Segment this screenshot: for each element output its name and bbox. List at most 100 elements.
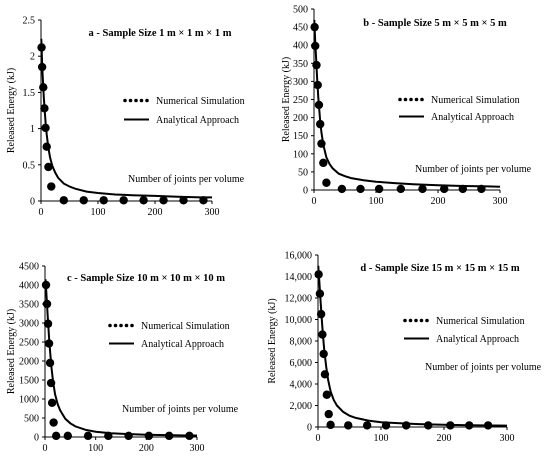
y-tick-label: 4000 bbox=[19, 281, 39, 292]
legend-label-numerical: Numerical Simulation bbox=[436, 316, 525, 327]
legend-marker-dots bbox=[139, 98, 144, 103]
legend: Numerical Simulation Analytical Approach bbox=[398, 95, 520, 123]
legend-marker-dots bbox=[123, 98, 127, 103]
y-tick-label: 200 bbox=[293, 113, 308, 124]
y-tick-label: 150 bbox=[293, 131, 308, 142]
data-point-numerical bbox=[41, 280, 51, 290]
data-point-numerical bbox=[483, 421, 493, 430]
data-point-numerical bbox=[139, 196, 148, 205]
data-point-numerical bbox=[37, 43, 46, 52]
legend-marker-dots bbox=[419, 318, 424, 323]
legend-label-analytical: Analytical Approach bbox=[431, 112, 514, 123]
data-point-numerical bbox=[319, 349, 328, 359]
legend-marker-dots bbox=[425, 318, 429, 323]
data-point-numerical bbox=[458, 184, 467, 194]
data-point-numerical bbox=[344, 421, 353, 430]
data-point-numerical bbox=[402, 421, 411, 430]
legend: Numerical Simulation Analytical Approach bbox=[403, 316, 525, 345]
data-point-numerical bbox=[45, 358, 55, 368]
legend-marker-dots bbox=[128, 98, 133, 103]
x-tick-label: 300 bbox=[190, 443, 205, 454]
chart-title: c - Sample Size 10 m × 10 m × 10 m bbox=[67, 273, 225, 284]
data-point-numerical bbox=[37, 62, 47, 72]
chart-panel-b: 0 50 100 150 200 250 300 350 400 450 500 0 100 200 300… bbox=[281, 5, 532, 208]
y-axis-label: Released Energy (kJ) bbox=[267, 298, 278, 383]
y-tick-label: 3500 bbox=[19, 300, 39, 311]
data-point-numerical bbox=[40, 104, 49, 113]
legend-marker-dots bbox=[130, 323, 134, 328]
data-point-numerical bbox=[46, 378, 56, 388]
data-point-numerical bbox=[44, 339, 54, 348]
y-tick-label: 2.5 bbox=[23, 16, 36, 27]
y-tick-label: 0 bbox=[34, 433, 39, 444]
data-point-numerical bbox=[43, 319, 53, 328]
y-tick-label: 300 bbox=[293, 77, 308, 88]
data-point-numerical bbox=[63, 431, 72, 441]
data-point-numerical bbox=[42, 299, 52, 309]
legend-marker-dots bbox=[414, 97, 419, 102]
legend-marker-dots bbox=[420, 97, 424, 102]
legend-marker-dots bbox=[398, 97, 402, 102]
legend: Numerical Simulation Analytical Approach bbox=[123, 96, 245, 126]
y-tick-label: 0 bbox=[303, 186, 308, 197]
data-point-numerical bbox=[337, 184, 347, 194]
x-tick-label: 300 bbox=[205, 207, 220, 218]
x-tick-label: 100 bbox=[88, 443, 103, 454]
y-tick-label: 1 bbox=[30, 124, 35, 135]
x-tick-label: 100 bbox=[374, 433, 389, 444]
y-tick-label: 1.5 bbox=[23, 88, 36, 99]
data-point-numerical bbox=[39, 83, 48, 92]
legend-label-analytical: Analytical Approach bbox=[141, 339, 224, 350]
data-point-numerical bbox=[99, 196, 108, 205]
legend-marker-dots bbox=[124, 323, 129, 328]
data-point-numerical bbox=[317, 139, 326, 148]
data-point-numerical bbox=[83, 431, 93, 441]
chart-title: b - Sample Size 5 m × 5 m × 5 m bbox=[363, 18, 507, 29]
data-point-numerical bbox=[79, 196, 88, 205]
data-point-numerical bbox=[185, 431, 194, 441]
data-point-numerical bbox=[313, 80, 322, 90]
legend-marker-dots bbox=[414, 318, 418, 323]
data-point-numerical bbox=[465, 421, 474, 430]
legend-marker-dots bbox=[119, 323, 123, 328]
data-point-numerical bbox=[315, 289, 325, 298]
x-tick-label: 0 bbox=[316, 433, 321, 444]
chart-panel-d: 0 2,000 4,000 6,000 8,000 10,000 12,000 14,000 1… bbox=[267, 251, 542, 445]
data-point-numerical bbox=[179, 196, 188, 205]
data-point-numerical bbox=[381, 421, 391, 430]
data-point-numerical bbox=[374, 184, 384, 194]
y-tick-label: 2 bbox=[30, 52, 35, 63]
data-point-numerical bbox=[362, 421, 372, 430]
data-point-numerical bbox=[104, 431, 113, 441]
legend-label-analytical: Analytical Approach bbox=[436, 334, 519, 345]
y-tick-label: 100 bbox=[293, 149, 308, 160]
x-tick-label: 300 bbox=[500, 433, 515, 444]
legend-label-analytical: Analytical Approach bbox=[156, 115, 239, 126]
chart-title: a - Sample Size 1 m × 1 m × 1 m bbox=[89, 28, 232, 39]
y-tick-label: 2,000 bbox=[290, 401, 313, 412]
axis-annotation-x: Number of joints per volume bbox=[122, 404, 239, 415]
legend-marker-dots bbox=[409, 97, 413, 102]
axis-annotation-x: Number of joints per volume bbox=[128, 174, 245, 185]
y-tick-label: 500 bbox=[24, 414, 39, 425]
y-tick-label: 450 bbox=[293, 23, 308, 34]
y-tick-label: 250 bbox=[293, 95, 308, 106]
data-point-numerical bbox=[326, 420, 335, 430]
chart-title: d - Sample Size 15 m × 15 m × 15 m bbox=[360, 263, 520, 274]
x-tick-label: 200 bbox=[437, 433, 452, 444]
legend-label-numerical: Numerical Simulation bbox=[141, 321, 230, 332]
x-tick-label: 100 bbox=[91, 207, 106, 218]
x-tick-label: 0 bbox=[312, 196, 317, 207]
data-point-numerical bbox=[44, 162, 53, 172]
data-point-numerical bbox=[47, 182, 56, 191]
legend-marker-dots bbox=[108, 323, 112, 328]
series-line-analytical bbox=[313, 19, 501, 188]
data-point-numerical bbox=[477, 184, 486, 194]
legend-marker-dots bbox=[408, 318, 413, 323]
data-point-numerical bbox=[320, 370, 330, 379]
data-point-numerical bbox=[424, 421, 433, 430]
data-point-numerical bbox=[356, 184, 365, 194]
axis-annotation-x: Number of joints per volume bbox=[415, 164, 532, 175]
y-tick-label: 3000 bbox=[19, 319, 39, 330]
